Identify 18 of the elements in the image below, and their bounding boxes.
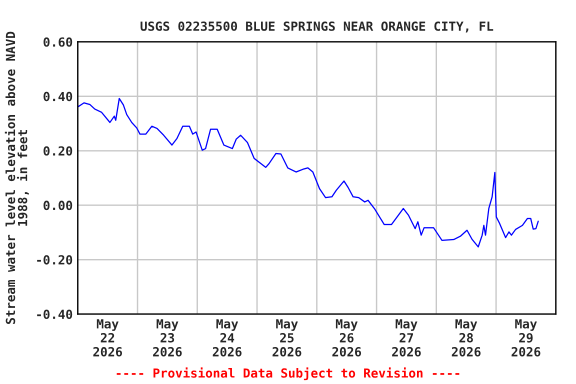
y-tick-label: 0.40 <box>44 92 72 102</box>
y-tick-label: 0.00 <box>44 200 72 210</box>
x-tick-label: May 23 2026 <box>153 319 182 357</box>
text: ---- Provisional Data Subject to Revision ---- <box>116 367 460 380</box>
x-tick-label: May 27 2026 <box>392 319 421 357</box>
x-tick-label: May 29 2026 <box>512 319 540 357</box>
x-tick-label: May 22 2026 <box>93 319 122 357</box>
line-series <box>78 98 539 248</box>
x-tick-label: May 24 2026 <box>212 319 242 357</box>
x-tick-label: May 25 2026 <box>272 319 302 357</box>
y-tick-label: -0.40 <box>37 310 72 320</box>
y-tick-label: 0.20 <box>44 146 72 156</box>
x-tick-label: May 28 2026 <box>452 319 481 357</box>
y-tick-label: 0.60 <box>44 37 72 47</box>
y-tick-label: -0.20 <box>37 255 72 265</box>
y-axis-title: Stream water level elevation above NAVD 1988, in feet <box>4 32 29 324</box>
chart-title: USGS 02235500 BLUE SPRINGS NEAR ORANGE CITY, FL <box>140 21 494 32</box>
x-tick-label: May 26 2026 <box>332 319 362 357</box>
